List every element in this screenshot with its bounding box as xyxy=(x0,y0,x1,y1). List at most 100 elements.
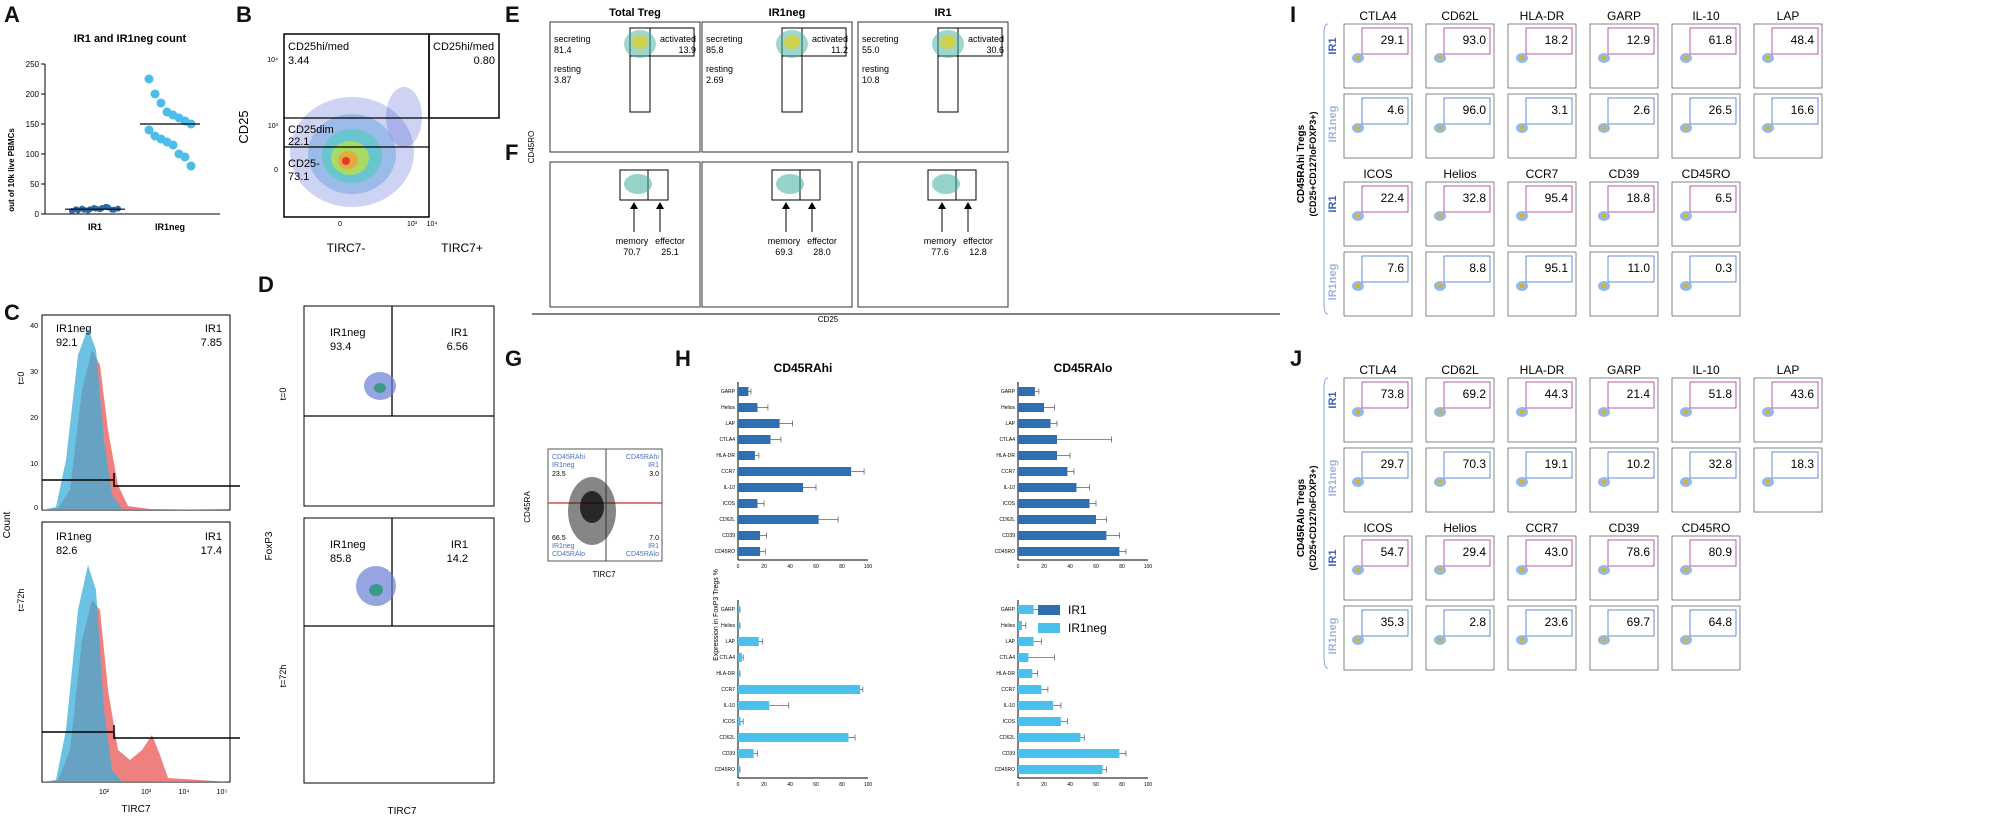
panel-ij-positive-gate xyxy=(1607,381,1655,409)
panel-ij-positive-gate xyxy=(1689,97,1737,125)
panel-h-category-label: ICOS xyxy=(1003,719,1016,725)
panel-ij-positive-gate xyxy=(1771,381,1819,409)
panel-ij-marker-header: CD62L xyxy=(1441,9,1479,23)
panel-ij-marker-header: CD45RO xyxy=(1682,167,1731,181)
panel-h-chart-title: CD45RAhi xyxy=(774,361,833,375)
panel-ij-positive-gate xyxy=(1443,185,1491,213)
panel-ij-positive-gate xyxy=(1443,609,1491,637)
panel-ij-plot-frame xyxy=(1671,377,1741,443)
panel-g-cell-cluster-core xyxy=(580,491,604,523)
panel-h-category-label: CD62L xyxy=(719,517,735,523)
panel-ij-cell-cluster-core xyxy=(1683,214,1689,218)
panel-ij-percent-value: 4.6 xyxy=(1387,103,1404,117)
panel-h-bar xyxy=(1018,733,1081,742)
panel-e-activated-value: 11.2 xyxy=(831,45,848,55)
panel-a-data-point xyxy=(144,74,154,84)
panel-ij-positive-gate xyxy=(1443,97,1491,125)
panel-a-ytick: 100 xyxy=(26,150,40,159)
panel-ij-plot-frame xyxy=(1425,447,1495,513)
panel-c-right-label: IR1 xyxy=(205,531,222,543)
panel-g-quadrant-label: IR1 xyxy=(648,462,659,469)
panel-h-bar xyxy=(738,605,740,614)
panel-ij-cell-cluster-core xyxy=(1601,214,1607,218)
panel-ij-percent-value: 70.3 xyxy=(1463,457,1487,471)
panel-ij-cell-cluster-core xyxy=(1519,56,1525,60)
panel-h-bar xyxy=(1018,669,1033,678)
panel-ij-percent-value: 29.7 xyxy=(1381,457,1405,471)
panel-ij-plot-frame xyxy=(1589,251,1659,317)
panel-h-xtick: 100 xyxy=(1144,564,1153,570)
panel-h-category-label: CD62L xyxy=(719,735,735,741)
panel-h-category-label: LAP xyxy=(1006,639,1016,645)
panel-g-quadrant-label: CD45RAhi xyxy=(552,454,586,461)
panel-h-ylabel: Expression in FoxP3 Tregs % xyxy=(713,569,720,661)
panel-h-bar xyxy=(1018,605,1034,614)
panel-ij-percent-value: 12.9 xyxy=(1627,33,1651,47)
panel-h-bar xyxy=(1018,435,1057,444)
panel-h-bar xyxy=(738,685,861,694)
panel-a-data-point xyxy=(103,203,109,210)
panel-ij-marker-header: HLA-DR xyxy=(1520,363,1565,377)
panel-f-memory-label: memory xyxy=(924,236,957,246)
panel-h-legend-label: IR1 xyxy=(1068,603,1087,617)
panel-g-ylabel: CD45RA xyxy=(523,491,532,523)
panel-ij-percent-value: 51.8 xyxy=(1709,387,1733,401)
panel-f-arrowhead xyxy=(938,202,946,209)
panel-h-category-label: CD62L xyxy=(999,735,1015,741)
panel-h-category-label: CTLA4 xyxy=(719,655,735,661)
panel-f-memory-value: 69.3 xyxy=(775,247,793,257)
panel-h-xtick: 80 xyxy=(1119,564,1125,570)
panel-ij-percent-value: 96.0 xyxy=(1463,103,1487,117)
panel-g-frame xyxy=(547,448,663,562)
panel-ij-cell-cluster-core xyxy=(1519,284,1525,288)
panel-ij-marker-header: CD45RO xyxy=(1682,521,1731,535)
panel-ij-plot-frame xyxy=(1671,93,1741,159)
panel-ij-positive-gate xyxy=(1525,451,1573,479)
panel-ij-plot-frame xyxy=(1507,181,1577,247)
panel-h-category-label: CD39 xyxy=(1002,533,1015,539)
panel-ij-marker-header: CTLA4 xyxy=(1359,9,1397,23)
panel-e-resting-label: resting xyxy=(706,64,733,74)
panel-h-category-label: ICOS xyxy=(1003,501,1016,507)
panel-ij-plot-frame xyxy=(1507,23,1577,89)
panel-h-category-label: CD45RO xyxy=(995,549,1015,555)
panel-ij-marker-header: LAP xyxy=(1777,363,1800,377)
panel-ij-cell-cluster-core xyxy=(1437,214,1443,218)
panel-ij-positive-gate xyxy=(1361,451,1409,479)
panel-h-category-label: CCR7 xyxy=(721,469,735,475)
panel-ij-percent-value: 61.8 xyxy=(1709,33,1733,47)
panel-h-legend: IR1 IR1neg xyxy=(1038,603,1107,635)
panel-a-ylabel: out of 10k live PBMCs xyxy=(7,128,16,212)
panel-ij-positive-gate xyxy=(1443,451,1491,479)
panel-a-data-point xyxy=(85,207,91,214)
panel-ij-plot-frame xyxy=(1343,93,1413,159)
panel-f-effector-value: 28.0 xyxy=(813,247,831,257)
panel-h-category-label: GARP xyxy=(1001,389,1016,395)
panel-c-ytick: 30 xyxy=(30,369,38,376)
panel-f-cell-cluster xyxy=(776,174,804,194)
panel-h-xtick: 60 xyxy=(1093,782,1099,788)
panel-h-category-label: LAP xyxy=(1006,421,1016,427)
panel-e-frame xyxy=(701,21,853,153)
panel-ij-positive-gate xyxy=(1607,185,1655,213)
panel-ij-percent-value: 23.6 xyxy=(1545,615,1569,629)
panel-h-category-label: GARP xyxy=(721,607,736,613)
panel-ij-positive-gate xyxy=(1525,97,1573,125)
panel-ij-group-label: IR1 xyxy=(1327,195,1339,212)
panel-ij-percent-value: 2.8 xyxy=(1469,615,1486,629)
panel-ij-positive-gate xyxy=(1361,539,1409,567)
panel-h-category-label: LAP xyxy=(726,639,736,645)
panel-b-ytick: 10⁴ xyxy=(267,57,278,64)
panel-h-category-label: GARP xyxy=(721,389,736,395)
panel-g-quadrant-value: 3.0 xyxy=(649,471,659,478)
panel-c-ytick: 0 xyxy=(34,505,38,512)
panel-ij-positive-gate xyxy=(1689,451,1737,479)
panel-h-category-label: CCR7 xyxy=(1001,687,1015,693)
panel-ij-plot-frame xyxy=(1753,93,1823,159)
panel-c-right-value: 17.4 xyxy=(201,545,222,557)
panel-h-bar xyxy=(1018,403,1044,412)
panel-letter-h: H xyxy=(675,346,691,371)
panel-e-cell-cluster-core xyxy=(784,35,800,49)
panel-h-bar xyxy=(1018,499,1090,508)
panel-ij-cell-cluster-core xyxy=(1683,410,1689,414)
